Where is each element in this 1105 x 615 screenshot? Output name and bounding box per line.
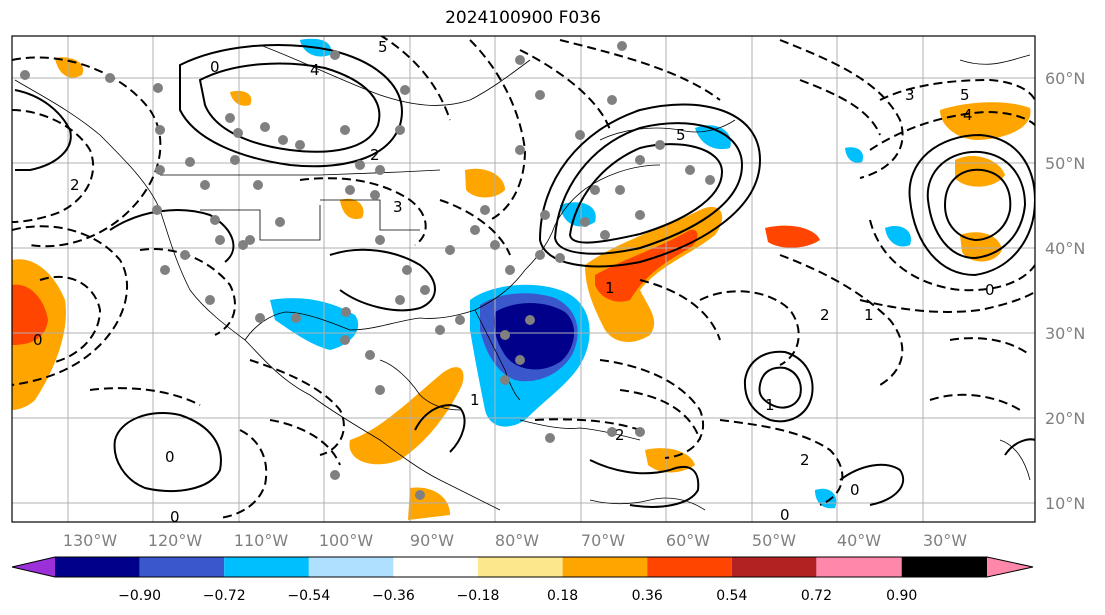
latitude-labels: 60°N 50°N 40°N 30°N 20°N 10°N [1045, 69, 1085, 513]
colorbar-bin [901, 557, 987, 577]
svg-text:0: 0 [780, 506, 790, 524]
svg-text:50°N: 50°N [1045, 154, 1085, 173]
map-frame [11, 35, 1036, 523]
longitude-labels: 130°W 120°W 110°W 100°W 90°W 80°W 70°W 6… [63, 531, 967, 550]
colorbar-bin [731, 557, 817, 577]
svg-text:2: 2 [70, 176, 80, 194]
colorbar-bin [308, 557, 394, 577]
svg-text:10°N: 10°N [1045, 494, 1085, 513]
graticule [12, 36, 1035, 522]
colorbar-label: 0.90 [886, 588, 917, 604]
colorbar-bin [55, 557, 140, 577]
svg-text:0: 0 [985, 281, 995, 299]
colorbar-label: −0.54 [287, 588, 330, 604]
svg-text:0: 0 [170, 508, 180, 526]
colorbar: −0.90 −0.72 −0.54 −0.36 −0.18 0.18 0.36 … [11, 556, 1034, 604]
svg-text:2: 2 [615, 426, 625, 444]
colorbar-bin [224, 557, 309, 577]
svg-text:2: 2 [800, 451, 810, 469]
svg-text:20°N: 20°N [1045, 409, 1085, 428]
svg-text:2: 2 [820, 306, 830, 324]
svg-text:5: 5 [960, 86, 970, 104]
map-background [12, 36, 1035, 522]
svg-text:3: 3 [905, 86, 915, 104]
colorbar-label: −0.18 [457, 588, 500, 604]
colorbar-low-extend [12, 557, 55, 577]
svg-text:100°W: 100°W [319, 531, 374, 550]
svg-text:90°W: 90°W [410, 531, 454, 550]
svg-text:1: 1 [605, 279, 615, 297]
colorbar-bin [393, 557, 478, 577]
svg-text:60°N: 60°N [1045, 69, 1085, 88]
svg-text:130°W: 130°W [63, 531, 118, 550]
colorbar-label: 0.54 [716, 588, 747, 604]
colorbar-label: −0.36 [372, 588, 415, 604]
svg-text:0: 0 [210, 58, 220, 76]
svg-text:1: 1 [864, 306, 874, 324]
svg-text:70°W: 70°W [581, 531, 625, 550]
station-dots [20, 41, 715, 500]
colorbar-bin [139, 557, 225, 577]
colorbar-outline [11, 556, 1034, 578]
colorbar-label: −0.90 [118, 588, 161, 604]
svg-text:40°W: 40°W [837, 531, 881, 550]
svg-text:80°W: 80°W [495, 531, 539, 550]
svg-text:60°W: 60°W [666, 531, 710, 550]
colorbar-bin [478, 557, 563, 577]
svg-text:40°N: 40°N [1045, 239, 1085, 258]
colorbar-label: 0.36 [632, 588, 663, 604]
colorbar-label: 0.72 [801, 588, 832, 604]
svg-text:0: 0 [165, 448, 175, 466]
svg-text:1: 1 [765, 396, 775, 414]
svg-text:0: 0 [850, 481, 860, 499]
svg-text:5: 5 [378, 38, 388, 56]
negative-contours [12, 36, 1035, 519]
svg-text:50°W: 50°W [752, 531, 796, 550]
colorbar-bin [647, 557, 732, 577]
contour-labels: 0 0 0 2 2 3 5 5 4 4 2 1 1 1 2 0 0 0 0 3 … [33, 38, 995, 526]
colorbar-label: −0.72 [203, 588, 246, 604]
positive-contours [14, 44, 1035, 508]
map-title: 2024100900 F036 [445, 8, 601, 28]
svg-text:4: 4 [963, 106, 973, 124]
colorbar-label: 0.18 [547, 588, 578, 604]
svg-text:30°N: 30°N [1045, 324, 1085, 343]
svg-text:30°W: 30°W [923, 531, 967, 550]
svg-text:2: 2 [370, 146, 380, 164]
colorbar-bin [562, 557, 648, 577]
svg-text:4: 4 [310, 61, 320, 79]
svg-text:1: 1 [470, 391, 480, 409]
svg-text:5: 5 [676, 126, 686, 144]
coastlines [14, 44, 1031, 511]
colorbar-high-extend [987, 557, 1033, 577]
colorbar-bin [816, 557, 902, 577]
anomaly-shading [12, 38, 1031, 520]
svg-text:0: 0 [33, 331, 43, 349]
svg-text:110°W: 110°W [234, 531, 289, 550]
svg-text:3: 3 [393, 198, 403, 216]
map-plot-area: 0 0 0 2 2 3 5 5 4 4 2 1 1 1 2 0 0 0 0 3 … [12, 36, 1035, 526]
svg-text:120°W: 120°W [148, 531, 203, 550]
